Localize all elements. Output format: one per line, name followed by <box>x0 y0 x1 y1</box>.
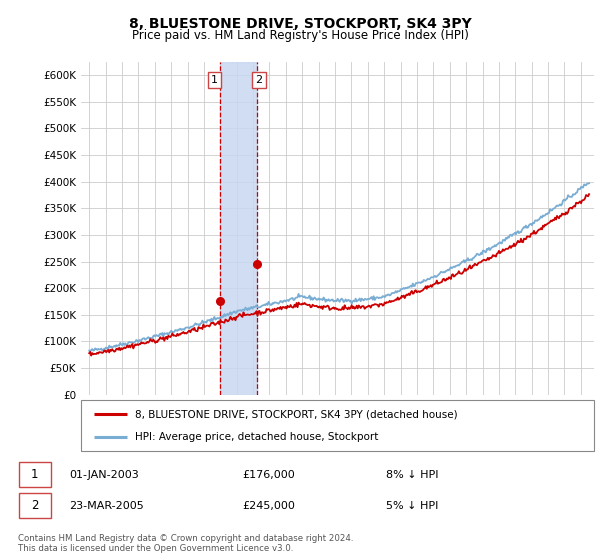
Bar <box>220 62 257 395</box>
Text: 01-JAN-2003: 01-JAN-2003 <box>70 469 139 479</box>
Text: 5% ↓ HPI: 5% ↓ HPI <box>386 501 439 511</box>
Bar <box>19 493 50 519</box>
Text: 8, BLUESTONE DRIVE, STOCKPORT, SK4 3PY (detached house): 8, BLUESTONE DRIVE, STOCKPORT, SK4 3PY (… <box>135 409 457 419</box>
Text: Price paid vs. HM Land Registry's House Price Index (HPI): Price paid vs. HM Land Registry's House … <box>131 29 469 42</box>
Bar <box>19 462 50 487</box>
Text: £176,000: £176,000 <box>242 469 295 479</box>
Text: 8% ↓ HPI: 8% ↓ HPI <box>386 469 439 479</box>
Text: 1: 1 <box>211 75 218 85</box>
Text: Contains HM Land Registry data © Crown copyright and database right 2024.
This d: Contains HM Land Registry data © Crown c… <box>18 534 353 553</box>
Text: 2: 2 <box>256 75 263 85</box>
Text: 23-MAR-2005: 23-MAR-2005 <box>70 501 145 511</box>
Text: £245,000: £245,000 <box>242 501 295 511</box>
Text: HPI: Average price, detached house, Stockport: HPI: Average price, detached house, Stoc… <box>135 432 378 442</box>
Text: 8, BLUESTONE DRIVE, STOCKPORT, SK4 3PY: 8, BLUESTONE DRIVE, STOCKPORT, SK4 3PY <box>128 17 472 31</box>
Text: 1: 1 <box>31 468 38 481</box>
Text: 2: 2 <box>31 500 38 512</box>
